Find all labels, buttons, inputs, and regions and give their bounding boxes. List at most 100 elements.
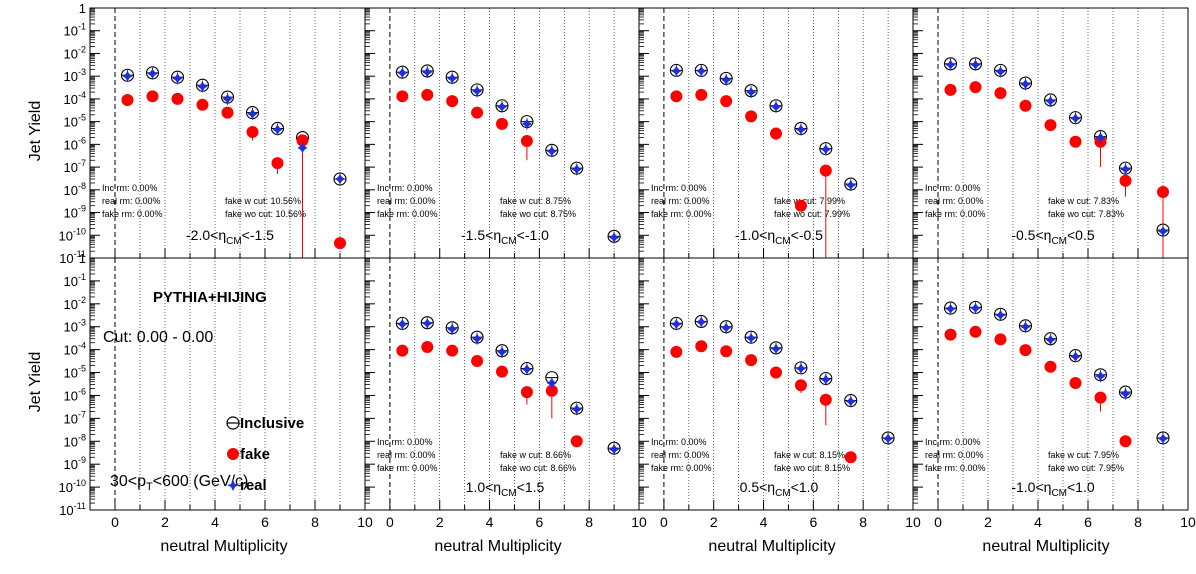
real-marker [795,124,806,135]
stats-right-line: fake wo cut: 8.15% [774,463,850,473]
fake-marker [570,435,583,448]
y-tick-label: 10-4 [64,341,86,358]
stats-left-line: real rm: 0.00% [925,196,984,206]
fake-marker [520,386,533,399]
real-marker [1070,351,1081,362]
real-marker [1120,388,1131,399]
y-tick-label: 10-2 [64,295,86,312]
stats-left-line: fake rm: 0.00% [377,463,438,473]
generator-label: PYTHIA+HIJING [153,289,267,306]
fake-marker [770,366,782,379]
y-tick-label: 10-5 [64,113,86,130]
y-tick-label: 10-9 [64,455,86,472]
fake-marker [196,98,209,111]
x-tick-label: 8 [1134,514,1142,530]
fake-marker [496,365,508,378]
fake-marker [819,393,832,406]
x-tick-label: 0 [111,514,119,530]
stats-left-line: real rm: 0.00% [925,450,984,460]
real-marker [497,101,507,112]
panel-frame [364,7,640,259]
fake-marker [1044,119,1057,132]
stats-left-line: fake rm: 0.00% [651,463,712,473]
legend-fake-label: fake [240,446,270,463]
real-marker [247,108,258,119]
real-marker [1095,132,1106,143]
real-marker [1158,433,1168,444]
fake-marker [471,106,484,119]
stats-left-line: fake rm: 0.00% [925,209,986,219]
fake-marker [171,92,184,105]
x-tick-label: 8 [585,514,593,530]
x-axis-label-3: neutral Multiplicity [708,538,835,555]
stats-right-line: fake wo cut: 10.56% [225,209,306,219]
real-marker [945,303,956,314]
real-marker [422,318,433,329]
fake-marker [396,90,409,103]
stats-left-line: real rm: 0.00% [102,196,161,206]
real-marker [795,363,806,374]
eta-range-label: -1.5<ηCM<-1.0 [461,227,549,247]
fake-marker [720,95,733,108]
real-marker [472,333,483,344]
stats-left-line: fake rm: 0.00% [102,209,163,219]
x-axis-label-1: neutral Multiplicity [160,538,287,555]
real-marker [521,118,532,129]
real-marker [609,444,620,455]
y-tick-label: 10-6 [64,135,86,152]
fake-marker [1044,360,1057,373]
eta-range-label: -1.0<ηCM<1.0 [1011,479,1095,499]
y-tick-label: 10-7 [64,409,86,426]
y-tick-label: 10-10 [59,226,86,243]
pt-label-pre: 30<p [110,473,146,490]
real-marker [970,303,981,314]
real-marker [671,65,682,76]
fake-marker [246,125,259,138]
y-tick-label: 10-2 [64,44,86,61]
real-marker [497,346,507,357]
pt-label-post: <600 (GeV/c) [153,473,249,490]
stats-right-line: fake wo cut: 7.95% [1048,463,1124,473]
fake-marker [1119,435,1132,448]
real-marker [970,59,981,70]
fake-marker [994,333,1007,346]
y-tick-label: 10-3 [64,67,86,84]
fake-marker [121,93,134,106]
fake-marker [695,340,708,353]
stats-left-line: real rm: 0.00% [651,196,710,206]
stats-right-line: fake w cut: 8.66% [500,450,571,460]
real-marker [746,87,757,98]
real-marker [1095,371,1106,382]
x-tick-label: 4 [211,514,219,530]
real-marker [546,377,557,388]
pt-range-label: 30<pT<600 (GeV/c) [110,473,248,493]
stats-right-line: fake w cut: 8.75% [500,196,571,206]
y-tick-label: 10-9 [64,204,86,221]
y-tick-label: 10-10 [59,478,86,495]
x-axis-label-4: neutral Multiplicity [982,538,1109,555]
stats-left-line: real rm: 0.00% [377,450,436,460]
y-tick-label: 10-11 [59,501,86,518]
real-marker [696,65,707,76]
legend-fake-marker [227,448,239,460]
fake-marker [670,90,683,103]
x-tick-label: 4 [486,514,494,530]
legend-real-label: real [240,477,267,494]
x-tick-label: 0 [660,514,668,530]
x-tick-label: 8 [311,514,319,530]
legend-inclusive-label: Inclusive [240,415,304,432]
legend-real-marker [227,480,239,491]
stats-right-line: fake wo cut: 7.83% [1048,209,1124,219]
panels: 10-1110-1010-910-810-710-610-510-410-310… [59,1,1196,530]
real-marker [197,81,208,92]
fake-marker [1019,99,1032,112]
stats-left-line: real rm: 0.00% [651,450,710,460]
stats-left-line: fake rm: 0.00% [377,209,438,219]
real-marker [297,142,308,153]
x-tick-label: 2 [161,514,169,530]
real-marker [1158,226,1168,237]
real-marker [945,59,956,70]
fake-marker [271,157,284,170]
real-marker [172,73,183,84]
